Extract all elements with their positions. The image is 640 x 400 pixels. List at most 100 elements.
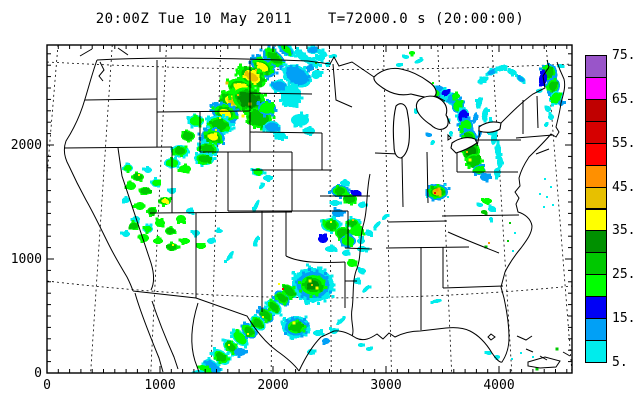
echo-blob — [199, 365, 213, 373]
echo-pixel — [477, 105, 481, 109]
map-border-path — [441, 214, 520, 217]
echo-pixel — [515, 73, 519, 77]
echo-pixel — [547, 90, 551, 94]
echo-pixel — [184, 145, 188, 149]
echo-pixel — [287, 321, 291, 324]
echo-pixel — [216, 132, 220, 136]
echo-pixel — [177, 146, 181, 149]
echo-pixel — [271, 110, 275, 114]
echo-pixel — [268, 302, 272, 306]
echo-pixel — [224, 355, 228, 359]
echo-pixel — [319, 233, 322, 237]
echo-pixel — [204, 143, 208, 147]
echo-pixel — [186, 170, 190, 174]
echo-pixel — [307, 301, 311, 305]
echo-core-pixel — [215, 129, 217, 131]
echo-pixel — [242, 83, 245, 87]
echo-pixel — [307, 49, 311, 53]
echo-pixel — [156, 236, 160, 240]
echo-pixel — [540, 71, 544, 75]
echo-pixel — [466, 128, 470, 132]
echo-pixel — [298, 81, 302, 85]
echo-pixel — [135, 222, 139, 226]
echo-pixel — [484, 117, 488, 121]
echo-pixel — [240, 92, 244, 96]
echo-pixel — [214, 152, 218, 156]
echo-pixel — [158, 237, 162, 241]
map-border-path — [385, 246, 470, 249]
echo-pixel — [342, 238, 345, 242]
echo-pixel — [226, 352, 230, 355]
echo-pixel — [345, 221, 349, 225]
map-border-path — [117, 147, 155, 291]
echo-pixel — [182, 221, 186, 224]
echo-pixel — [550, 96, 554, 100]
echo-pixel — [194, 114, 198, 118]
echo-pixel — [206, 138, 210, 142]
echo-pixel — [182, 155, 186, 159]
echo-pixel — [254, 104, 258, 108]
echo-pixel — [279, 313, 283, 317]
echo-pixel — [219, 106, 223, 110]
echo-pixel — [191, 212, 195, 215]
echo-pixel — [172, 187, 176, 191]
echo-pixel — [224, 344, 228, 348]
echo-pixel — [346, 183, 350, 187]
echo-pixel — [321, 277, 325, 281]
echo-pixel — [244, 89, 248, 93]
echo-pixel — [317, 276, 321, 279]
echo-pixel — [225, 78, 229, 82]
echo-pixel — [324, 233, 328, 237]
echo-pixel — [216, 113, 220, 117]
echo-pixel — [272, 131, 276, 135]
echo-pixel — [186, 137, 190, 141]
echo-pixel — [476, 155, 480, 159]
echo-pixel — [298, 296, 302, 300]
echo-pixel — [245, 120, 249, 124]
echo-pixel — [254, 243, 258, 247]
echo-core-pixel — [512, 250, 514, 252]
echo-pixel — [263, 74, 267, 78]
echo-pixel — [291, 277, 295, 280]
echo-pixel — [293, 280, 296, 284]
echo-pixel — [308, 132, 312, 136]
echo-pixel — [293, 54, 297, 58]
echo-pixel — [270, 302, 274, 306]
echo-pixel — [344, 245, 348, 249]
echo-pixel — [262, 98, 266, 102]
echo-pixel — [551, 100, 555, 104]
echo-pixel — [268, 62, 272, 65]
echo-pixel — [318, 294, 322, 298]
echo-pixel — [476, 202, 480, 206]
echo-pixel — [301, 70, 305, 74]
echo-pixel — [308, 299, 312, 303]
echo-pixel — [262, 129, 266, 133]
echo-blob — [239, 92, 259, 108]
echo-pixel — [303, 299, 307, 303]
echo-pixel — [279, 49, 283, 52]
echo-pixel — [548, 93, 551, 97]
echo-pixel — [207, 134, 211, 138]
echo-pixel — [322, 234, 326, 237]
echo-pixel — [298, 100, 302, 103]
echo-pixel — [189, 116, 193, 120]
echo-pixel — [204, 135, 208, 138]
great-lake-outline — [392, 103, 410, 159]
echo-pixel — [309, 295, 313, 299]
echo-pixel — [279, 99, 282, 103]
echo-pixel — [169, 225, 173, 229]
echo-pixel — [134, 173, 138, 177]
echo-pixel — [225, 97, 229, 101]
echo-pixel — [243, 112, 247, 116]
echo-pixel — [299, 124, 303, 128]
echo-pixel — [461, 121, 464, 125]
echo-pixel — [302, 281, 306, 285]
echo-pixel — [353, 201, 357, 205]
echo-core-pixel — [219, 117, 221, 119]
echo-blob — [373, 221, 381, 229]
echo-pixel — [274, 297, 278, 301]
echo-pixel — [281, 102, 285, 106]
great-lake-outline — [450, 137, 478, 154]
echo-pixel — [273, 90, 277, 94]
echo-pixel — [457, 123, 461, 127]
